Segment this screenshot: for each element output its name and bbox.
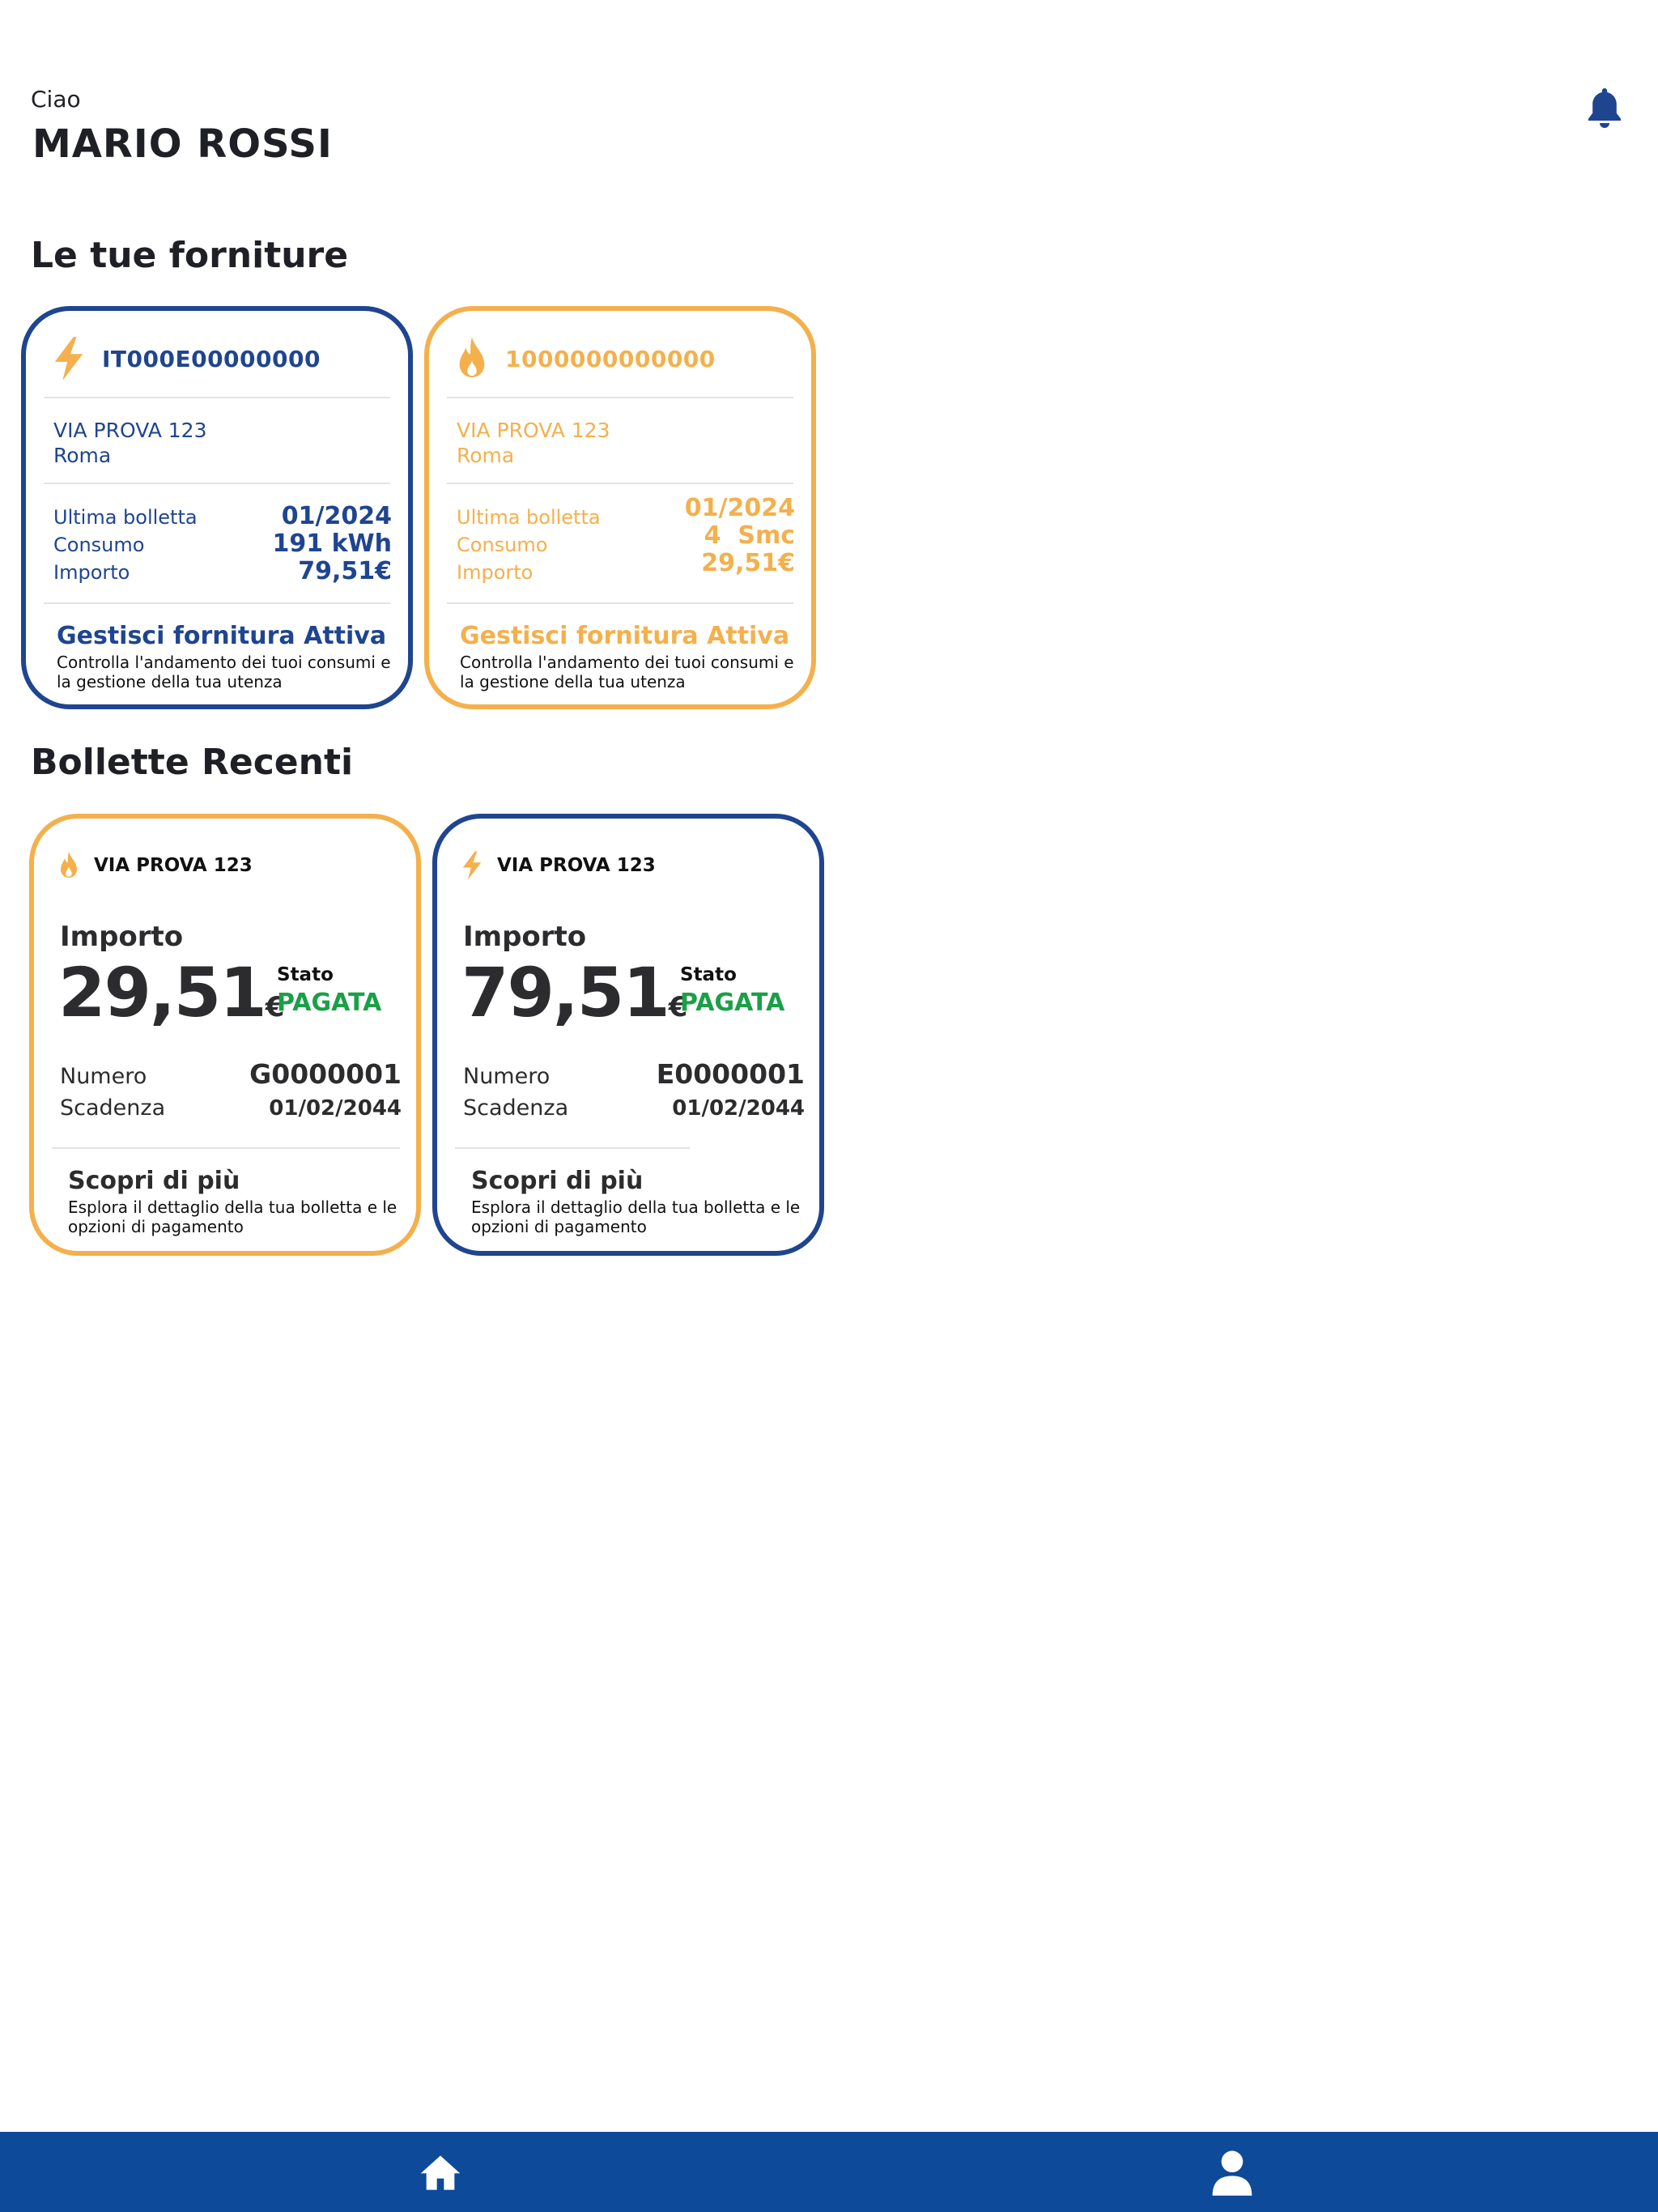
- amount-label: Importo: [457, 561, 534, 584]
- address-city: Roma: [53, 444, 112, 467]
- amount-value: 29,51€: [701, 549, 795, 577]
- bill-status-badge: PAGATA: [277, 989, 382, 1017]
- recent-bills-title: Bollette Recenti: [31, 742, 354, 783]
- bill-due-date: 01/02/2044: [269, 1096, 402, 1121]
- supply-code: IT000E00000000: [102, 345, 321, 372]
- supply-card-electricity[interactable]: IT000E00000000 VIA PROVA 123 Roma Ultima…: [21, 306, 413, 709]
- bill-address: VIA PROVA 123: [497, 855, 656, 876]
- address-city: Roma: [457, 444, 515, 467]
- last-bill-value: 01/2024: [684, 494, 795, 522]
- bill-currency: €: [668, 991, 688, 1023]
- last-bill-label: Ultima bolletta: [53, 506, 198, 529]
- bill-details-link[interactable]: Scopri di più: [68, 1167, 240, 1195]
- supplies-title: Le tue forniture: [31, 235, 349, 276]
- amount-row: Importo 79,51€: [53, 557, 392, 585]
- bill-header: VIA PROVA 123: [57, 849, 253, 882]
- bill-amount-value: 29,51: [58, 953, 267, 1032]
- bottom-nav-bar: [0, 2132, 1658, 2212]
- bill-number-row: Numero G0000001: [60, 1058, 402, 1090]
- bill-currency: €: [265, 991, 285, 1023]
- last-bill-row: Ultima bolletta 01/2024: [457, 494, 795, 529]
- last-bill-row: Ultima bolletta 01/2024: [53, 502, 392, 530]
- amount-row: Importo 29,51€: [457, 549, 795, 584]
- bill-header: VIA PROVA 123: [460, 849, 656, 882]
- flame-icon: [459, 337, 485, 377]
- bill-details-link[interactable]: Scopri di più: [471, 1167, 644, 1195]
- lightning-icon: [54, 337, 83, 381]
- supply-code: 1000000000000: [505, 345, 716, 372]
- manage-supply-description: Controlla l'andamento dei tuoi consumi e…: [57, 653, 391, 691]
- last-bill-value: 01/2024: [281, 502, 392, 530]
- supply-header: IT000E00000000: [50, 332, 392, 385]
- consumption-label: Consumo: [457, 534, 548, 556]
- divider: [52, 1147, 400, 1149]
- bill-number-row: Numero E0000001: [463, 1058, 805, 1090]
- divider: [447, 602, 793, 604]
- bill-due-row: Scadenza 01/02/2044: [60, 1095, 402, 1121]
- consumption-row: Consumo 191 kWh: [53, 530, 392, 558]
- consumption-row: Consumo 4 Smc: [457, 521, 795, 556]
- bill-number-label: Numero: [60, 1064, 147, 1089]
- bell-icon: [1588, 88, 1621, 128]
- bill-amount: 29,51€: [58, 956, 284, 1044]
- bill-amount: 79,51€: [461, 956, 687, 1044]
- bill-number: E0000001: [656, 1058, 805, 1090]
- bill-address: VIA PROVA 123: [94, 855, 253, 876]
- divider: [455, 1147, 690, 1149]
- bill-due-label: Scadenza: [463, 1095, 569, 1121]
- bill-status-label: Stato: [277, 964, 334, 985]
- lightning-icon: [462, 851, 482, 880]
- user-name: MARIO ROSSI: [32, 121, 333, 167]
- supply-address: VIA PROVA 123 Roma: [457, 418, 610, 468]
- address-line: VIA PROVA 123: [457, 419, 610, 442]
- divider: [447, 397, 793, 398]
- bill-due-label: Scadenza: [60, 1095, 166, 1121]
- consumption-value: 191 kWh: [272, 530, 392, 558]
- home-icon: [420, 2155, 461, 2190]
- bill-status-badge: PAGATA: [680, 989, 785, 1017]
- bill-due-date: 01/02/2044: [672, 1096, 805, 1121]
- bill-amount-value: 79,51: [461, 953, 670, 1032]
- consumption-label: Consumo: [53, 534, 145, 556]
- bill-number-label: Numero: [463, 1064, 551, 1089]
- supply-header: 1000000000000: [453, 332, 795, 385]
- amount-label: Importo: [53, 561, 130, 584]
- manage-supply-link[interactable]: Gestisci fornitura Attiva: [460, 622, 790, 650]
- amount-value: 79,51€: [298, 557, 392, 585]
- bill-card-electricity[interactable]: VIA PROVA 123 Importo 79,51€ Stato PAGAT…: [432, 814, 824, 1256]
- divider: [44, 602, 390, 604]
- last-bill-label: Ultima bolletta: [457, 506, 601, 529]
- address-line: VIA PROVA 123: [53, 419, 207, 442]
- bill-due-row: Scadenza 01/02/2044: [463, 1095, 805, 1121]
- bill-details-description: Esplora il dettaglio della tua bolletta …: [68, 1197, 397, 1236]
- bill-details-description: Esplora il dettaglio della tua bolletta …: [471, 1197, 801, 1236]
- divider: [44, 483, 390, 484]
- divider: [447, 483, 793, 484]
- divider: [44, 397, 390, 398]
- bill-amount-label: Importo: [60, 921, 184, 953]
- greeting-text: Ciao: [31, 86, 81, 113]
- supply-address: VIA PROVA 123 Roma: [53, 418, 206, 468]
- bill-status-label: Stato: [680, 964, 737, 985]
- supply-card-gas[interactable]: 1000000000000 VIA PROVA 123 Roma Ultima …: [424, 306, 816, 709]
- bill-card-gas[interactable]: VIA PROVA 123 Importo 29,51€ Stato PAGAT…: [29, 814, 421, 1256]
- profile-icon: [1212, 2150, 1252, 2196]
- flame-icon: [61, 851, 77, 878]
- manage-supply-description: Controlla l'andamento dei tuoi consumi e…: [460, 653, 794, 691]
- nav-home-button[interactable]: [400, 2132, 481, 2212]
- nav-profile-button[interactable]: [1192, 2132, 1273, 2212]
- manage-supply-link[interactable]: Gestisci fornitura Attiva: [57, 622, 387, 650]
- bill-number: G0000001: [249, 1058, 402, 1090]
- bill-amount-label: Importo: [463, 921, 587, 953]
- notifications-button[interactable]: [1585, 86, 1624, 131]
- consumption-value: 4 Smc: [704, 521, 795, 550]
